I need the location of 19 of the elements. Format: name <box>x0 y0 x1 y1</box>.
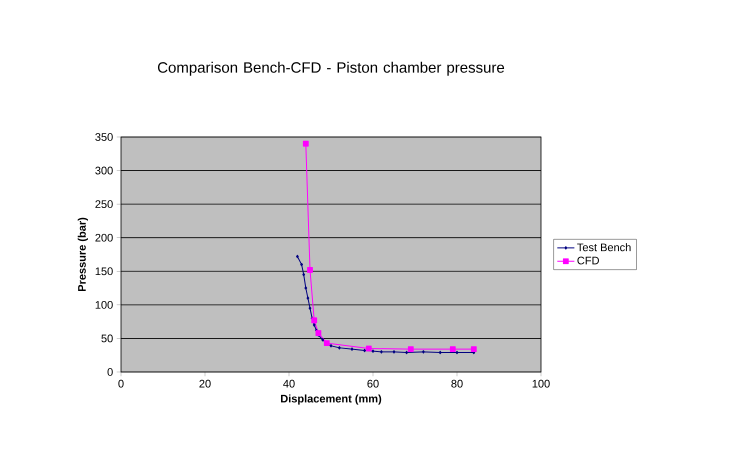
y-tick-label: 200 <box>95 234 113 242</box>
x-tick-label: 100 <box>532 380 550 388</box>
x-tick-label: 60 <box>367 380 379 388</box>
y-tick-label: 0 <box>108 368 113 376</box>
y-tick-label: 250 <box>95 200 113 208</box>
y-tick-label: 100 <box>96 300 113 309</box>
y-axis-title: Pressure (bar) <box>78 218 88 292</box>
x-tick-label: 0 <box>118 380 124 388</box>
y-tick-label: 50 <box>101 334 113 342</box>
x-tick-label: 80 <box>451 380 463 388</box>
y-tick-label: 150 <box>96 267 113 276</box>
x-tick-label: 40 <box>283 380 295 388</box>
legend-label: Test Bench <box>577 243 631 252</box>
x-tick-label: 20 <box>199 380 211 388</box>
y-tick-label: 300 <box>95 166 113 174</box>
x-axis-title: Displacement (mm) <box>281 394 382 405</box>
y-tick-label: 350 <box>95 133 113 141</box>
legend-label: CFD <box>577 256 599 264</box>
chart-title: Comparison Bench-CFD - Piston chamber pressure <box>158 62 504 76</box>
